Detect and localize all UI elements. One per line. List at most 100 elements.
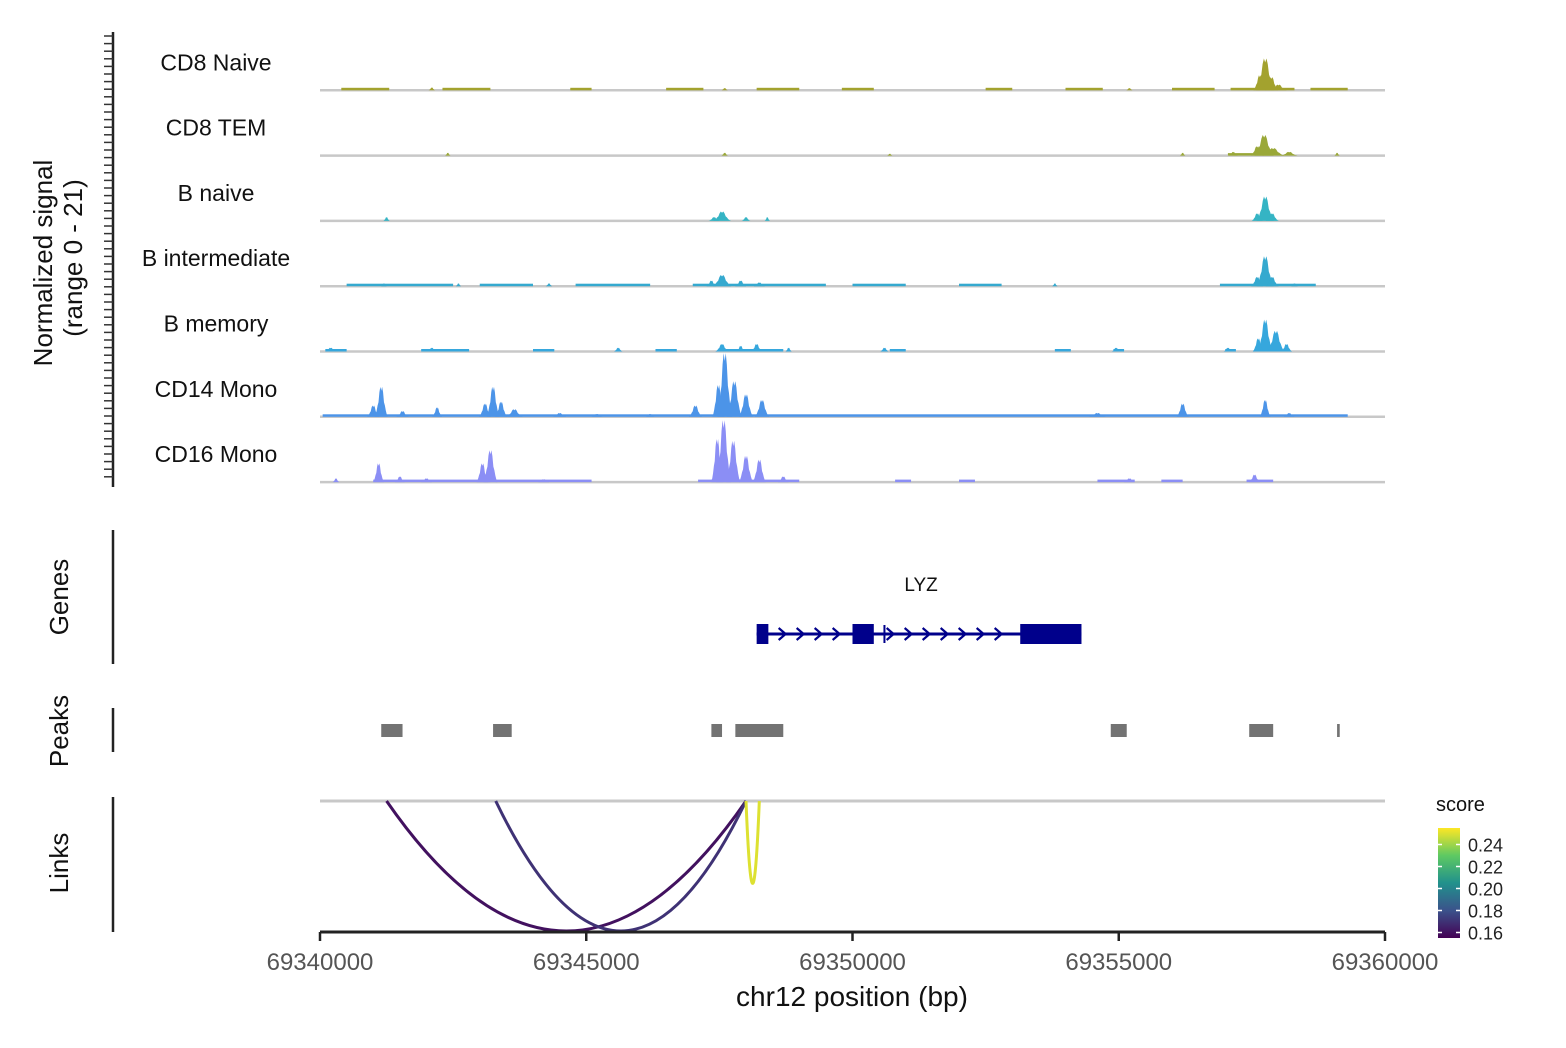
signal-peak <box>506 409 523 417</box>
coverage-y-axis <box>104 32 115 487</box>
track-label: B memory <box>164 311 269 337</box>
track-label: CD14 Mono <box>155 376 278 402</box>
coverage-ylabel-line1: Normalized signal <box>28 160 58 367</box>
strand-arrow <box>939 627 950 641</box>
strand-arrow <box>813 627 824 641</box>
signal-peak <box>739 394 753 417</box>
signal-baseline-segment <box>1172 87 1215 91</box>
signal-baseline-segment <box>841 87 874 91</box>
peak-region <box>1337 724 1340 737</box>
signal-peak <box>1251 213 1263 221</box>
signal-peak <box>1251 276 1264 287</box>
coverage-track-6: CD16 Mono <box>155 420 1385 484</box>
legend-tick-label: 0.18 <box>1468 902 1503 922</box>
signal-peak <box>712 274 732 287</box>
x-tick-label: 69360000 <box>1332 949 1439 976</box>
signal-baseline-segment <box>655 349 677 352</box>
signal-peak <box>553 413 567 417</box>
signal-peak <box>751 344 762 352</box>
signal-peak <box>421 478 432 483</box>
signal-peak <box>367 405 380 417</box>
signal-baseline-segment <box>852 283 906 287</box>
signal-peak <box>1270 84 1287 91</box>
signal-peak <box>1257 319 1273 352</box>
signal-peak <box>708 217 720 221</box>
signal-baseline-segment <box>959 283 1002 287</box>
score-legend: score 0.160.180.200.220.24 <box>1436 794 1503 944</box>
legend-tick-label: 0.22 <box>1468 858 1503 878</box>
signal-peak <box>706 280 717 287</box>
signal-baseline-segment <box>985 87 1013 91</box>
signal-baseline-segment <box>421 349 470 352</box>
signal-peak <box>1228 151 1238 156</box>
signal-peak <box>538 479 549 483</box>
signal-peak <box>1283 413 1295 417</box>
signal-baseline-segment <box>895 479 912 483</box>
signal-peak <box>753 282 765 287</box>
signal-peak <box>712 384 725 417</box>
coverage-track-5: CD14 Mono <box>155 353 1385 419</box>
link-arc <box>494 800 748 933</box>
signal-peak <box>1265 213 1279 221</box>
signal-baseline-segment <box>889 349 906 352</box>
link-arc <box>385 800 748 933</box>
gene-exon <box>852 624 874 644</box>
signal-baseline-segment <box>756 87 800 91</box>
signal-peak <box>445 152 451 156</box>
signal-peak <box>1262 148 1284 156</box>
signal-peak <box>717 353 733 417</box>
strand-arrow <box>957 627 968 641</box>
signal-peak <box>711 439 724 483</box>
peak-region <box>493 724 512 737</box>
strand-arrow <box>903 627 914 641</box>
signal-peak <box>483 450 498 483</box>
x-tick-label: 69350000 <box>799 949 906 976</box>
signal-peak <box>713 211 731 221</box>
signal-peak <box>1179 152 1186 156</box>
peak-region <box>1249 724 1274 737</box>
signal-peak <box>476 463 489 483</box>
signal-baseline-segment <box>575 283 651 287</box>
track-label: CD8 Naive <box>160 49 271 75</box>
signal-peak <box>427 347 437 352</box>
x-axis-label: chr12 position (bp) <box>736 981 968 1012</box>
signal-peak <box>764 217 770 221</box>
signal-peak <box>1176 403 1189 417</box>
signal-peak <box>1126 88 1133 91</box>
signal-peak <box>726 440 741 483</box>
track-label: B naive <box>178 180 255 206</box>
legend-title: score <box>1436 794 1485 816</box>
track-label: B intermediate <box>142 245 290 271</box>
signal-peak <box>645 413 655 417</box>
signal-baseline-segment <box>1065 87 1103 91</box>
signal-peak <box>1281 151 1298 156</box>
signal-peak <box>1265 276 1279 287</box>
signal-peak <box>880 347 889 352</box>
signal-peak <box>1223 347 1233 352</box>
signal-baseline-segment <box>322 414 1348 417</box>
link-arc <box>744 800 761 885</box>
peaks-panel-label: Peaks <box>44 695 74 767</box>
legend-colorbar <box>1438 828 1460 938</box>
signal-baseline-segment <box>1054 349 1071 352</box>
strand-arrow <box>795 627 806 641</box>
signal-peak <box>752 459 766 483</box>
coverage-track-2: B naive <box>178 180 1385 223</box>
signal-baseline-segment <box>1097 479 1135 483</box>
signal-peak <box>1259 399 1271 417</box>
peak-region <box>711 724 723 737</box>
strand-arrow <box>975 627 986 641</box>
signal-peak <box>1249 474 1260 483</box>
genes-panel-label: Genes <box>44 559 74 636</box>
signal-baseline-segment <box>959 479 975 483</box>
signal-baseline-segment <box>341 87 390 91</box>
signal-peak <box>479 403 491 417</box>
strand-arrow <box>993 627 1004 641</box>
signal-peak <box>1267 330 1285 352</box>
signal-peak <box>721 88 728 91</box>
legend-tick-label: 0.20 <box>1468 880 1503 900</box>
x-tick-label: 69355000 <box>1065 949 1172 976</box>
coverage-track-4: B memory <box>164 311 1385 353</box>
x-tick-label: 69340000 <box>267 949 374 976</box>
